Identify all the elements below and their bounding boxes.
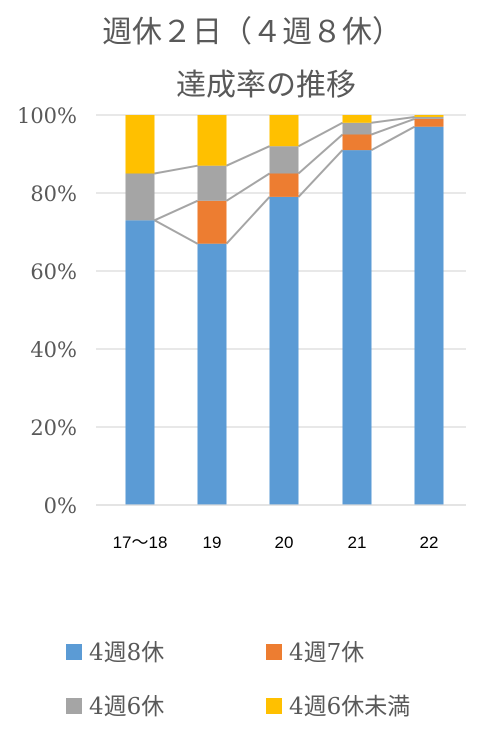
bar-2-2 <box>269 146 299 174</box>
series-line-0-2 <box>297 149 344 198</box>
bar-0-3 <box>342 150 372 505</box>
chart-title-line-1: 週休２日（４週８休） <box>102 15 402 50</box>
legend-swatch-3 <box>266 698 282 714</box>
x-axis-ticks: 17～18 19 20 21 22 <box>113 533 439 552</box>
y-tick-label-1: 20% <box>30 416 77 440</box>
y-axis-ticks: 0% 20% 40% 60% 80% 100% <box>17 104 77 518</box>
x-tick-label-2: 20 <box>275 533 294 552</box>
legend-label-3: 4週6休未満 <box>289 694 410 720</box>
y-tick-label-5: 100% <box>17 104 77 128</box>
legend-label-0: 4週8休 <box>89 640 164 666</box>
series-line-1-0 <box>154 199 198 222</box>
bar-3-2 <box>269 115 299 147</box>
y-tick-label-0: 0% <box>44 494 77 518</box>
x-tick-label-3: 21 <box>348 533 367 552</box>
series-line-1-3 <box>371 117 415 136</box>
x-tick-label-0: 17～18 <box>113 533 168 552</box>
x-tick-label-1: 19 <box>203 533 222 552</box>
bar-0-2 <box>269 196 299 505</box>
series-line-0-1 <box>225 196 271 245</box>
series-line-2-1 <box>226 145 270 167</box>
bar-2-4 <box>414 116 444 119</box>
bar-1-1 <box>197 200 227 244</box>
bar-0-4 <box>414 126 444 505</box>
legend-swatch-0 <box>66 644 82 660</box>
series-line-2-2 <box>298 121 343 148</box>
bar-1-4 <box>414 118 444 127</box>
bar-3-4 <box>414 115 444 117</box>
legend-label-1: 4週7休 <box>289 640 364 666</box>
bar-2-3 <box>342 122 372 135</box>
bar-0-1 <box>197 243 227 505</box>
series-line-2-3 <box>371 115 415 124</box>
series-line-2-0 <box>154 164 198 175</box>
bars <box>125 115 444 506</box>
bar-1-2 <box>269 173 299 197</box>
x-tick-label-4: 22 <box>420 533 439 552</box>
series-line-0-0 <box>154 219 198 245</box>
bar-3-1 <box>197 115 227 166</box>
legend: 4週8休 4週7休 4週6休 4週6休未満 <box>66 640 410 720</box>
series-line-1-1 <box>225 172 271 202</box>
legend-swatch-2 <box>66 698 82 714</box>
bar-3-0 <box>125 115 155 174</box>
y-tick-label-2: 40% <box>30 338 77 362</box>
bar-2-0 <box>125 173 155 221</box>
bar-1-3 <box>342 134 372 151</box>
bar-2-1 <box>197 165 227 201</box>
bar-3-3 <box>342 115 372 123</box>
series-line-0-3 <box>371 125 415 151</box>
y-tick-label-3: 60% <box>30 260 77 284</box>
series-lines <box>154 115 415 245</box>
legend-swatch-1 <box>266 644 282 660</box>
chart-title-line-2: 達成率の推移 <box>176 68 356 103</box>
bar-0-0 <box>125 220 155 506</box>
legend-label-2: 4週6休 <box>89 694 164 720</box>
series-line-1-2 <box>297 133 344 175</box>
y-tick-label-4: 80% <box>30 182 77 206</box>
